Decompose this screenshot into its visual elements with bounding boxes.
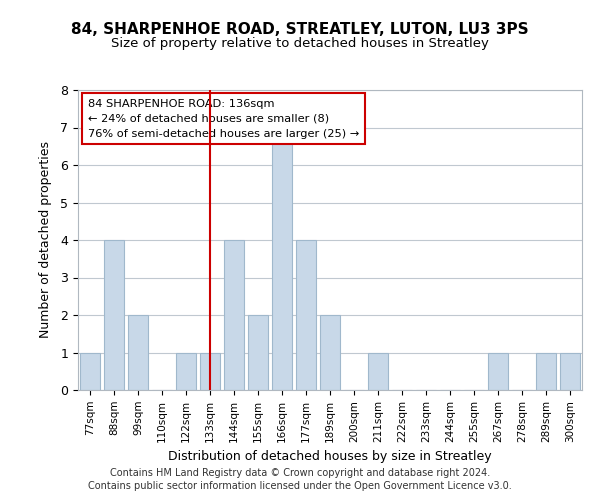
Bar [200, 352, 220, 390]
Text: Contains HM Land Registry data © Crown copyright and database right 2024.: Contains HM Land Registry data © Crown c… [110, 468, 490, 477]
Bar [368, 352, 388, 390]
Bar [104, 240, 124, 390]
Text: 84, SHARPENHOE ROAD, STREATLEY, LUTON, LU3 3PS: 84, SHARPENHOE ROAD, STREATLEY, LUTON, L… [71, 22, 529, 38]
Text: 84 SHARPENHOE ROAD: 136sqm
← 24% of detached houses are smaller (8)
76% of semi-: 84 SHARPENHOE ROAD: 136sqm ← 24% of deta… [88, 99, 359, 138]
Text: Contains public sector information licensed under the Open Government Licence v3: Contains public sector information licen… [88, 481, 512, 491]
Bar [248, 315, 268, 390]
Bar [224, 240, 244, 390]
Bar [320, 315, 340, 390]
Bar [488, 352, 508, 390]
Text: Size of property relative to detached houses in Streatley: Size of property relative to detached ho… [111, 36, 489, 50]
Bar [80, 352, 100, 390]
Y-axis label: Number of detached properties: Number of detached properties [39, 142, 52, 338]
Bar [536, 352, 556, 390]
Bar [272, 128, 292, 390]
Bar [128, 315, 148, 390]
Bar [296, 240, 316, 390]
Bar [176, 352, 196, 390]
Bar [560, 352, 580, 390]
X-axis label: Distribution of detached houses by size in Streatley: Distribution of detached houses by size … [168, 450, 492, 463]
